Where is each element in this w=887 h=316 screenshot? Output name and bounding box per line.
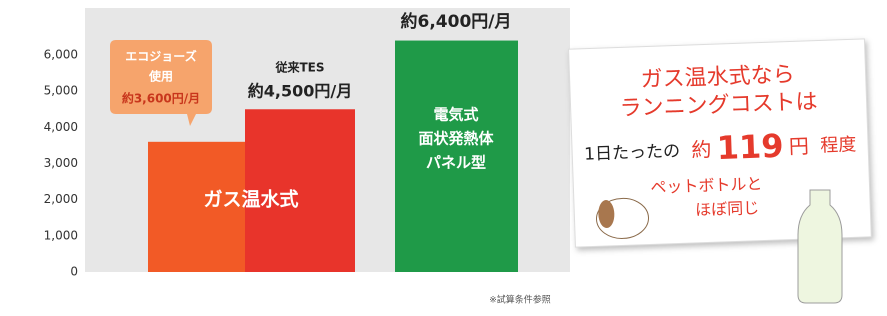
callout-number: 119 xyxy=(716,127,784,167)
callout-text: ほぼ同じ xyxy=(695,198,760,219)
category-label: 使用 xyxy=(148,69,173,84)
value-label: 約3,600円/月 xyxy=(122,91,200,106)
callout-text: 程度 xyxy=(820,134,857,156)
value-label: 約4,500円/月 xyxy=(248,82,352,101)
y-tick-label: 0 xyxy=(70,265,78,279)
bar-inner-label: 電気式 xyxy=(433,106,478,124)
value-label: 約6,400円/月 xyxy=(401,11,512,32)
y-tick-label: 3,000 xyxy=(44,156,78,170)
group-label: ガス温水式 xyxy=(203,188,298,211)
y-tick-label: 6,000 xyxy=(44,48,78,62)
bar-inner-label: パネル型 xyxy=(426,154,486,172)
y-tick-label: 2,000 xyxy=(44,192,78,206)
callout-text: 円 xyxy=(789,133,810,158)
callout-text: 約 xyxy=(691,137,712,162)
chart: 01,0002,0003,0004,0005,0006,000エコジョーズ使用約… xyxy=(0,0,887,316)
y-tick-label: 4,000 xyxy=(44,120,78,134)
category-label: 従来TES xyxy=(274,60,324,75)
bar-inner-label: 面状発熱体 xyxy=(418,130,494,148)
y-tick-label: 5,000 xyxy=(44,84,78,98)
y-tick-label: 1,000 xyxy=(44,228,78,242)
callout-text: 1日たったの xyxy=(584,141,680,164)
callout-text: ペットボトルと xyxy=(650,174,763,197)
note: ※試算条件参照 xyxy=(489,294,551,306)
category-label: エコジョーズ xyxy=(125,49,196,64)
